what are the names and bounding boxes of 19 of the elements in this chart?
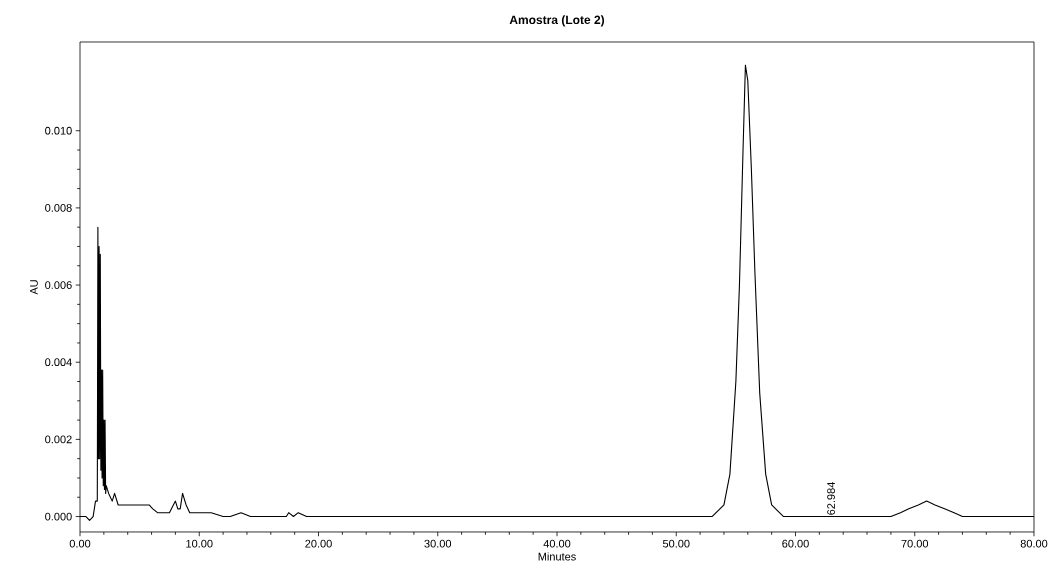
x-axis-title: Minutes <box>538 552 576 561</box>
x-tick-label: 0.00 <box>69 539 91 548</box>
x-tick-label: 50.00 <box>662 539 690 548</box>
y-tick-label: 0.000 <box>45 512 72 521</box>
x-tick-label: 60.00 <box>782 539 809 548</box>
y-tick-label: 0.006 <box>45 281 72 289</box>
chart-title: Amostra (Lote 2) <box>509 15 605 27</box>
y-axis-title: AU <box>30 280 38 295</box>
y-tick-label: 0.008 <box>45 204 72 212</box>
annotation: 62.984 <box>827 482 835 515</box>
x-tick-label: 80.00 <box>1020 539 1048 548</box>
y-tick-label: 0.010 <box>45 126 72 135</box>
y-tick-label: 0.004 <box>45 358 72 367</box>
x-tick-label: 40.00 <box>543 539 571 548</box>
x-tick-label: 30.00 <box>424 539 452 548</box>
x-tick-label: 10.00 <box>186 539 213 548</box>
x-tick-label: 70.00 <box>901 539 929 548</box>
y-tick-label: 0.002 <box>45 435 72 444</box>
x-tick-label: 20.00 <box>305 539 332 548</box>
